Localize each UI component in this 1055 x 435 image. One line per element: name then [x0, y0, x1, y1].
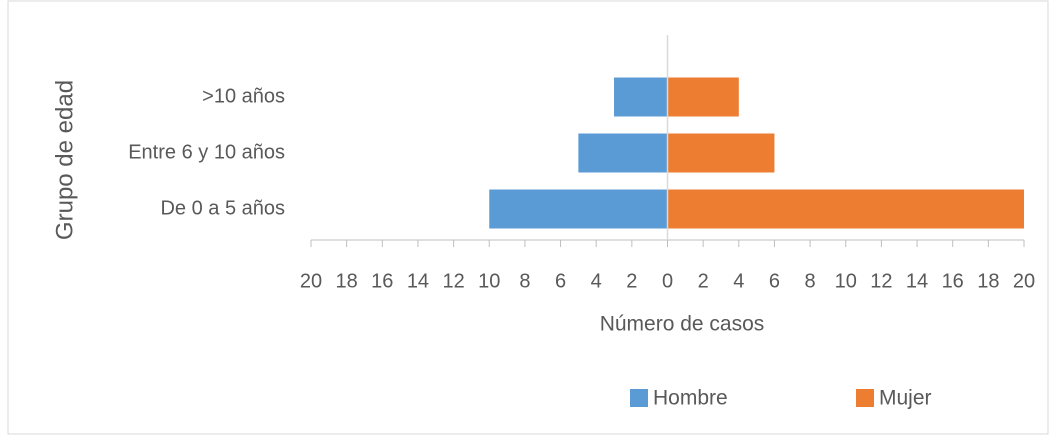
x-tick-label: 18	[977, 270, 999, 292]
x-tick-label: 20	[300, 270, 322, 292]
x-tick-label: 14	[407, 270, 429, 292]
bar	[614, 77, 668, 117]
x-axis-title: Número de casos	[600, 313, 765, 336]
y-tick-label: De 0 a 5 años	[160, 197, 285, 219]
x-tick-label: 20	[1013, 270, 1035, 292]
y-axis-title: Grupo de edad	[51, 80, 78, 240]
x-tick-label: 14	[906, 270, 928, 292]
x-tick-label: 12	[870, 270, 892, 292]
x-tick-label: 6	[555, 270, 566, 292]
legend-label: Mujer	[879, 387, 932, 410]
x-tick-label: 6	[769, 270, 780, 292]
bar	[667, 133, 775, 173]
x-tick-label: 10	[478, 270, 500, 292]
x-tick-label: 16	[371, 270, 393, 292]
bar	[667, 189, 1024, 229]
x-tick-label: 8	[805, 270, 816, 292]
x-tick-label: 4	[591, 270, 602, 292]
bar	[667, 77, 739, 117]
x-tick-label: 2	[626, 270, 637, 292]
y-tick-label: >10 años	[202, 85, 285, 107]
x-tick-label: 18	[336, 270, 358, 292]
bar	[489, 189, 668, 229]
x-tick-label: 8	[519, 270, 530, 292]
x-tick-label: 12	[442, 270, 464, 292]
legend-label: Hombre	[653, 387, 728, 410]
bar	[578, 133, 668, 173]
legend-swatch	[856, 389, 874, 407]
x-tick-label: 16	[942, 270, 964, 292]
x-tick-label: 4	[733, 270, 744, 292]
x-tick-label: 2	[698, 270, 709, 292]
x-tick-label: 10	[835, 270, 857, 292]
y-tick-label: Entre 6 y 10 años	[128, 141, 285, 163]
legend-swatch	[630, 389, 648, 407]
x-tick-label: 0	[662, 270, 673, 292]
